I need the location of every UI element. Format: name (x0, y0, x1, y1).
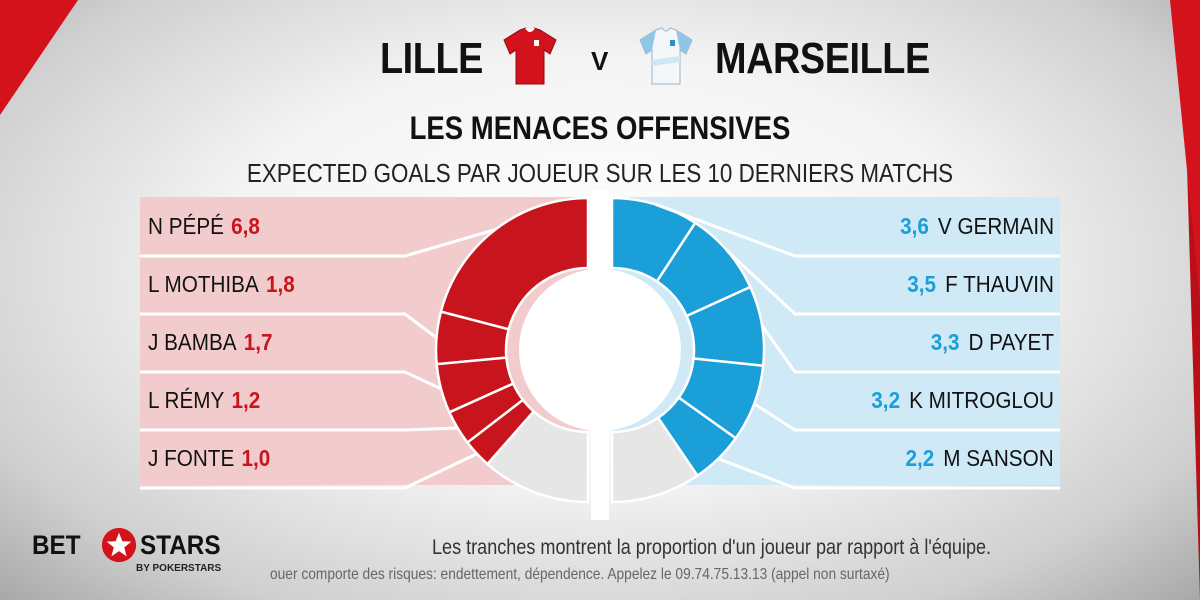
home-connector-4 (140, 426, 458, 432)
home-player-name: N PÉPÉ (148, 213, 224, 239)
away-player-name: D PAYET (968, 329, 1055, 355)
away-connector-1 (654, 202, 1060, 258)
match-title: LILLE V MARSEILLE (0, 24, 1200, 94)
logo-subtitle: BY POKERSTARS (136, 563, 222, 574)
away-player-xg: 3,3 (930, 329, 960, 355)
away-player-row: 3,3 D PAYET (931, 327, 1054, 357)
corner-accent-right-top (1170, 0, 1200, 300)
away-team-name: MARSEILLE (715, 34, 930, 83)
home-player-xg: 1,0 (241, 445, 271, 471)
away-player-name: F THAUVIN (945, 271, 1054, 297)
away-player-name: M SANSON (943, 445, 1054, 471)
home-player-xg: 1,7 (243, 329, 273, 355)
home-player-name: L MOTHIBA (148, 271, 259, 297)
betstars-logo: BET STARS BY POKERSTARS (32, 527, 232, 580)
away-player-name: V GERMAIN (937, 213, 1054, 239)
home-connector-1 (140, 228, 496, 258)
chart-footnote: Les tranches montrent la proportion d'un… (432, 536, 992, 559)
home-player-name: J BAMBA (148, 329, 237, 355)
home-team-name: LILLE (380, 34, 483, 83)
away-shirt-icon (639, 27, 693, 85)
away-player-row: 3,6 V GERMAIN (900, 211, 1054, 241)
logo-stars-text: STARS (140, 530, 221, 560)
versus-label: V (591, 46, 609, 76)
away-player-row: 3,2 K MITROGLOU (871, 385, 1054, 415)
home-player-xg: 1,8 (265, 271, 295, 297)
home-connector-2 (140, 312, 438, 339)
away-player-row: 3,5 F THAUVIN (907, 269, 1054, 299)
away-connector-2 (726, 249, 1060, 316)
away-player-row: 2,2 M SANSON (906, 443, 1054, 473)
away-player-xg: 3,6 (900, 213, 929, 239)
away-player-name: K MITROGLOU (909, 387, 1054, 413)
chart-subtitle: EXPECTED GOALS PAR JOUEUR SUR LES 10 DER… (246, 158, 954, 188)
home-player-name: L RÉMY (148, 387, 225, 413)
home-slice-1 (439, 196, 590, 331)
home-shirt-icon (503, 27, 557, 85)
home-player-row: N PÉPÉ 6,8 (148, 211, 260, 241)
donut-divider (591, 190, 609, 520)
home-player-xg: 1,2 (231, 387, 261, 413)
away-remainder-slice (610, 416, 700, 504)
home-player-name: J FONTE (148, 445, 235, 471)
logo-bet-text: BET (32, 530, 81, 560)
away-player-xg: 2,2 (905, 445, 935, 471)
away-player-xg: 3,5 (907, 271, 937, 297)
home-player-xg: 6,8 (231, 213, 260, 239)
chart-title: LES MENACES OFFENSIVES (409, 110, 791, 146)
home-connector-3 (140, 370, 442, 391)
gambling-disclaimer: ouer comporte des risques: endettement, … (270, 566, 890, 583)
away-player-xg: 3,2 (871, 387, 901, 413)
home-player-row: J FONTE 1,0 (148, 443, 270, 473)
corner-accent-left (0, 0, 78, 115)
home-player-row: L MOTHIBA 1,8 (148, 269, 295, 299)
away-connector-4 (753, 402, 1060, 432)
home-remainder-slice (485, 409, 590, 504)
away-connector-3 (760, 324, 1060, 374)
star-icon (101, 527, 137, 563)
away-connector-5 (717, 457, 1060, 490)
home-connector-5 (140, 452, 478, 490)
home-player-row: J BAMBA 1,7 (148, 327, 273, 357)
home-player-row: L RÉMY 1,2 (148, 385, 260, 415)
